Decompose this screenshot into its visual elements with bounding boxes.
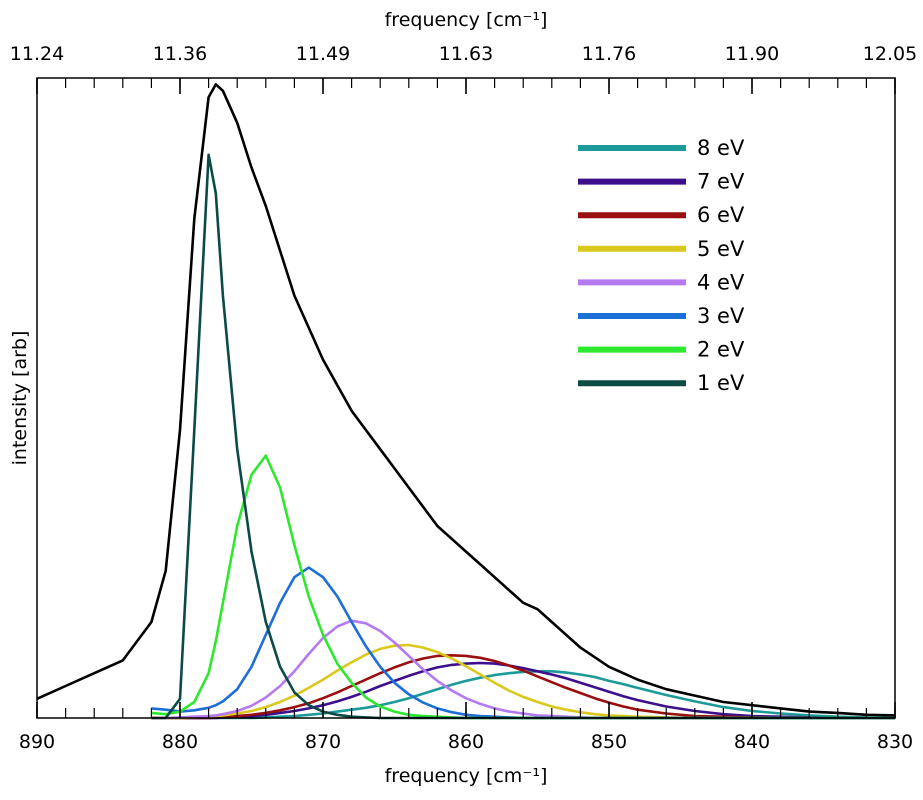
- legend: 8 eV 7 eV 6 eV 5 eV 4 eV 3 eV 2 eV 1 eV: [578, 136, 745, 395]
- series-layer: [36, 83, 896, 720]
- series-line-5-ev: [151, 643, 895, 720]
- x-axis-title: frequency [cm⁻¹]: [385, 765, 548, 787]
- series-line-total: [36, 83, 896, 717]
- top-axis-title: frequency [cm⁻¹]: [385, 9, 548, 31]
- legend-label: 7 eV: [697, 170, 745, 194]
- x-tick-label: 880: [162, 731, 198, 753]
- series-line-6-ev: [151, 654, 895, 720]
- series-line-3-ev: [151, 566, 895, 720]
- legend-label: 5 eV: [697, 237, 745, 261]
- legend-label: 6 eV: [697, 203, 745, 227]
- x-tick-label: 870: [305, 731, 341, 753]
- x2-tick-label: 11.90: [725, 43, 779, 65]
- y-axis-title: intensity [arb]: [9, 331, 31, 466]
- legend-label: 2 eV: [697, 338, 745, 362]
- x2-tick-label: 11.49: [296, 43, 350, 65]
- series-line-1-ev: [151, 153, 895, 720]
- x2-tick-label: 11.63: [439, 43, 493, 65]
- ticks-layer: 890 880 870 860 850 840 830 11.24 11.36 11.49 11.6…: [10, 43, 917, 753]
- x-tick-label: 860: [448, 731, 484, 753]
- x2-tick-label: 11.76: [582, 43, 636, 65]
- x-tick-label: 830: [877, 731, 913, 753]
- x2-tick-label: 11.36: [153, 43, 207, 65]
- legend-label: 8 eV: [697, 136, 745, 160]
- plot-frame: [36, 77, 896, 719]
- x2-tick-label: 11.24: [10, 43, 64, 65]
- x-tick-label: 850: [591, 731, 627, 753]
- x-tick-label: 840: [734, 731, 770, 753]
- legend-label: 1 eV: [697, 371, 745, 395]
- legend-label: 4 eV: [697, 270, 745, 294]
- series-line-2-ev: [151, 454, 895, 720]
- x2-tick-label: 12.05: [863, 43, 917, 65]
- x-tick-label: 890: [19, 731, 55, 753]
- legend-label: 3 eV: [697, 304, 745, 328]
